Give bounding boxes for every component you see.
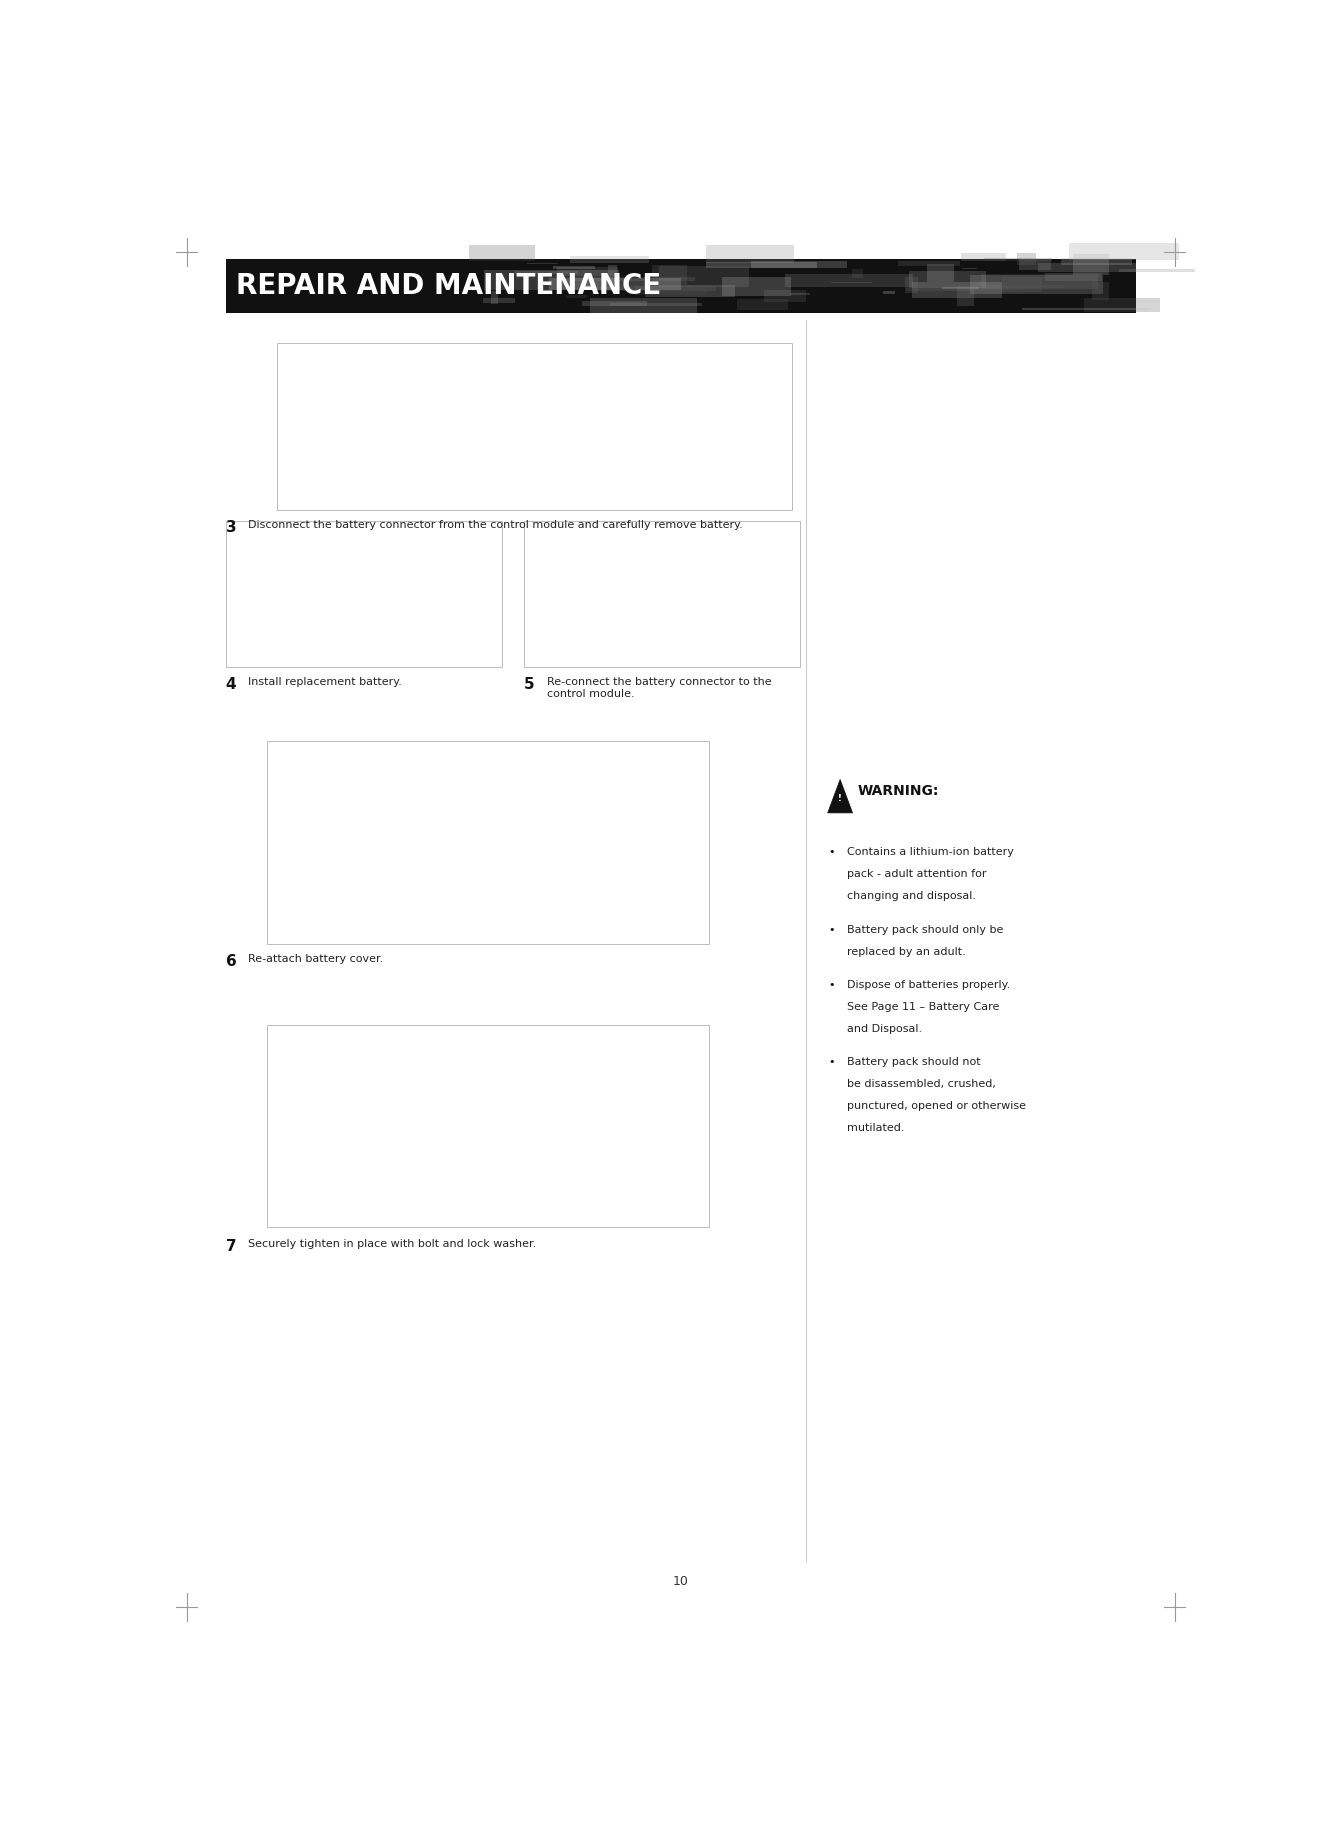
Polygon shape <box>827 779 853 814</box>
FancyBboxPatch shape <box>590 298 697 313</box>
Text: 6: 6 <box>226 954 236 968</box>
Text: 5: 5 <box>525 677 535 692</box>
FancyBboxPatch shape <box>790 293 810 295</box>
Text: be disassembled, crushed,: be disassembled, crushed, <box>847 1079 996 1090</box>
FancyBboxPatch shape <box>752 261 847 269</box>
FancyBboxPatch shape <box>957 285 975 306</box>
FancyBboxPatch shape <box>469 245 535 261</box>
Text: punctured, opened or otherwise: punctured, opened or otherwise <box>847 1101 1027 1112</box>
Text: Re-connect the battery connector to the
control module.: Re-connect the battery connector to the … <box>547 677 772 700</box>
FancyBboxPatch shape <box>583 302 647 306</box>
Text: Re-attach battery cover.: Re-attach battery cover. <box>248 954 384 965</box>
Text: Install replacement battery.: Install replacement battery. <box>248 677 402 687</box>
FancyBboxPatch shape <box>514 271 578 274</box>
Text: 3: 3 <box>226 519 236 536</box>
FancyBboxPatch shape <box>910 271 987 287</box>
FancyBboxPatch shape <box>907 287 1017 291</box>
FancyBboxPatch shape <box>525 521 799 668</box>
Text: •: • <box>829 1057 835 1068</box>
FancyBboxPatch shape <box>483 298 515 304</box>
FancyBboxPatch shape <box>785 274 914 287</box>
FancyBboxPatch shape <box>1093 282 1109 300</box>
Text: Battery pack should not: Battery pack should not <box>847 1057 981 1068</box>
FancyBboxPatch shape <box>652 265 687 285</box>
FancyBboxPatch shape <box>267 742 709 944</box>
FancyBboxPatch shape <box>981 274 1098 289</box>
Text: !: ! <box>838 793 842 803</box>
FancyBboxPatch shape <box>1003 278 1041 293</box>
Text: Contains a lithium-ion battery: Contains a lithium-ion battery <box>847 847 1015 858</box>
FancyBboxPatch shape <box>491 291 498 304</box>
FancyBboxPatch shape <box>1120 269 1226 272</box>
FancyBboxPatch shape <box>267 1025 709 1228</box>
FancyBboxPatch shape <box>586 285 592 287</box>
Text: Dispose of batteries properly.: Dispose of batteries properly. <box>847 979 1011 990</box>
Text: •: • <box>829 847 835 858</box>
FancyBboxPatch shape <box>659 267 749 287</box>
FancyBboxPatch shape <box>608 265 618 284</box>
FancyBboxPatch shape <box>226 521 502 668</box>
FancyBboxPatch shape <box>1084 298 1159 311</box>
FancyBboxPatch shape <box>961 252 1005 261</box>
FancyBboxPatch shape <box>851 269 863 278</box>
FancyBboxPatch shape <box>904 276 918 293</box>
Text: See Page 11 – Battery Care: See Page 11 – Battery Care <box>847 1002 1000 1013</box>
FancyBboxPatch shape <box>721 278 790 296</box>
Text: replaced by an adult.: replaced by an adult. <box>847 946 965 957</box>
FancyBboxPatch shape <box>737 298 789 311</box>
Text: 10: 10 <box>673 1576 688 1589</box>
FancyBboxPatch shape <box>548 278 681 291</box>
FancyBboxPatch shape <box>706 261 817 269</box>
FancyBboxPatch shape <box>764 289 806 302</box>
Text: WARNING:: WARNING: <box>857 784 939 797</box>
Text: 4: 4 <box>226 677 236 692</box>
FancyBboxPatch shape <box>912 282 1001 298</box>
Text: •: • <box>829 924 835 935</box>
FancyBboxPatch shape <box>1061 258 1131 265</box>
Text: Securely tighten in place with bolt and lock washer.: Securely tighten in place with bolt and … <box>248 1239 537 1248</box>
FancyBboxPatch shape <box>927 265 954 282</box>
FancyBboxPatch shape <box>610 304 703 306</box>
FancyBboxPatch shape <box>575 276 695 282</box>
FancyBboxPatch shape <box>226 260 1135 313</box>
FancyBboxPatch shape <box>984 258 1052 261</box>
FancyBboxPatch shape <box>570 256 649 263</box>
FancyBboxPatch shape <box>1045 272 1101 280</box>
FancyBboxPatch shape <box>883 291 895 293</box>
FancyBboxPatch shape <box>635 285 706 295</box>
FancyBboxPatch shape <box>706 245 794 263</box>
FancyBboxPatch shape <box>556 267 618 276</box>
Text: 7: 7 <box>226 1239 236 1254</box>
Text: Battery pack should only be: Battery pack should only be <box>847 924 1004 935</box>
FancyBboxPatch shape <box>971 274 1104 295</box>
FancyBboxPatch shape <box>278 342 791 510</box>
FancyBboxPatch shape <box>1069 243 1178 260</box>
Text: pack - adult attention for: pack - adult attention for <box>847 869 987 880</box>
FancyBboxPatch shape <box>483 271 619 289</box>
FancyBboxPatch shape <box>645 285 736 296</box>
FancyBboxPatch shape <box>1019 260 1050 271</box>
Text: Disconnect the battery connector from the control module and carefully remove ba: Disconnect the battery connector from th… <box>248 519 744 530</box>
Text: and Disposal.: and Disposal. <box>847 1024 923 1035</box>
FancyBboxPatch shape <box>943 287 980 289</box>
FancyBboxPatch shape <box>552 265 595 269</box>
Text: REPAIR AND MAINTENANCE: REPAIR AND MAINTENANCE <box>236 272 661 300</box>
FancyBboxPatch shape <box>1021 307 1149 311</box>
Text: mutilated.: mutilated. <box>847 1123 904 1134</box>
FancyBboxPatch shape <box>566 295 587 298</box>
FancyBboxPatch shape <box>599 285 716 291</box>
FancyBboxPatch shape <box>985 285 1064 289</box>
FancyBboxPatch shape <box>1017 252 1036 265</box>
FancyBboxPatch shape <box>1073 254 1109 276</box>
Text: changing and disposal.: changing and disposal. <box>847 891 976 902</box>
FancyBboxPatch shape <box>1037 263 1135 272</box>
FancyBboxPatch shape <box>898 261 960 267</box>
Text: •: • <box>829 979 835 990</box>
